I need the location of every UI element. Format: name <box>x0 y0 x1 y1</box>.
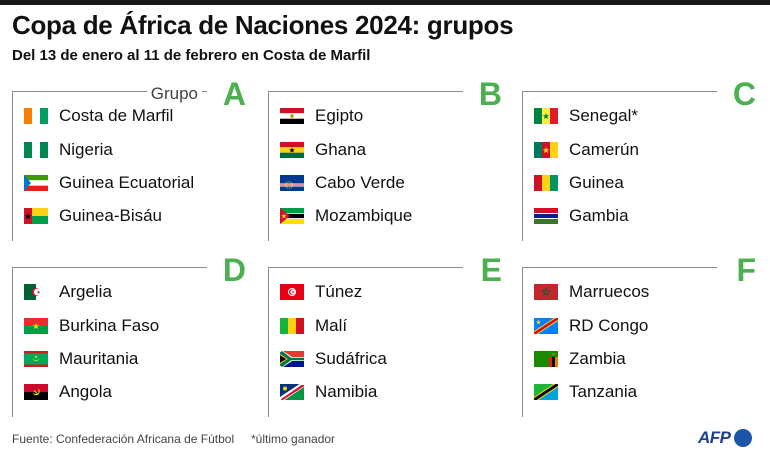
team-row: Zambia <box>534 347 626 371</box>
team-name: Egipto <box>315 106 364 125</box>
team-name: Angola <box>59 382 112 401</box>
team-name: Senegal* <box>569 106 639 125</box>
afp-logo: AFP <box>698 428 752 448</box>
cameroon-flag <box>534 142 558 158</box>
algeria-flag <box>24 284 48 300</box>
team-row: Gambia <box>534 204 629 228</box>
cape-verde-flag <box>280 175 304 191</box>
page-title: Copa de África de Naciones 2024: grupos <box>12 10 514 40</box>
team-row: Costa de Marfil <box>24 104 173 128</box>
burkina-faso-flag <box>24 318 48 334</box>
team-name: Guinea <box>569 173 624 192</box>
top-rule <box>0 0 770 5</box>
afp-logo-dot <box>733 429 752 447</box>
team-row: Sudáfrica <box>280 347 387 371</box>
team-name: Cabo Verde <box>315 173 405 192</box>
senegal-flag <box>534 108 558 124</box>
group-letter: A <box>222 76 246 112</box>
team-name: Guinea-Bisáu <box>59 206 163 225</box>
team-name: Malí <box>315 316 348 335</box>
mozambique-flag <box>280 208 304 224</box>
angola-flag <box>24 384 48 400</box>
team-name: RD Congo <box>569 316 649 335</box>
zambia-flag <box>534 351 558 367</box>
group-b: B Egipto Ghana Cabo Verde Mozambique <box>268 76 508 242</box>
nigeria-flag <box>24 142 48 158</box>
team-name: Marruecos <box>569 282 650 301</box>
equatorial-guinea-flag <box>24 175 48 191</box>
tunisia-flag <box>280 284 304 300</box>
mali-flag <box>280 318 304 334</box>
namibia-flag <box>280 384 304 400</box>
egypt-flag <box>280 108 304 124</box>
dr-congo-flag <box>534 318 558 334</box>
team-row: Malí <box>280 314 347 338</box>
group-letter: B <box>478 76 502 112</box>
team-row: Túnez <box>280 280 362 304</box>
team-name: Gambia <box>569 206 629 225</box>
ivory-coast-flag <box>24 108 48 124</box>
team-row: Ghana <box>280 138 366 162</box>
team-name: Camerún <box>569 140 639 159</box>
team-row: Mozambique <box>280 204 412 228</box>
team-name: Guinea Ecuatorial <box>59 173 195 192</box>
team-name: Sudáfrica <box>315 349 387 368</box>
team-row: Argelia <box>24 280 112 304</box>
guinea-flag <box>534 175 558 191</box>
mauritania-flag <box>24 351 48 367</box>
team-row: Guinea Ecuatorial <box>24 171 194 195</box>
team-name: Mauritania <box>59 349 139 368</box>
guinea-bissau-flag <box>24 208 48 224</box>
morocco-flag <box>534 284 558 300</box>
group-e: E Túnez Malí Sudáfrica Namibia <box>268 252 508 418</box>
gambia-flag <box>534 208 558 224</box>
group-letter: F <box>736 252 756 288</box>
team-name: Burkina Faso <box>59 316 160 335</box>
team-name: Mozambique <box>315 206 413 225</box>
south-africa-flag <box>280 351 304 367</box>
team-name: Ghana <box>315 140 367 159</box>
group-letter: D <box>222 252 246 288</box>
team-name: Namibia <box>315 382 378 401</box>
afp-logo-text: AFP <box>698 428 731 447</box>
team-name: Tanzania <box>569 382 638 401</box>
team-row: Namibia <box>280 380 377 404</box>
group-d: D Argelia Burkina Faso Mauritania Angola <box>12 252 252 418</box>
team-row: Guinea <box>534 171 624 195</box>
team-row: Angola <box>24 380 112 404</box>
winner-footnote: *último ganador <box>251 432 336 446</box>
team-row: Egipto <box>280 104 363 128</box>
group-letter: C <box>732 76 756 112</box>
page-subtitle: Del 13 de enero al 11 de febrero en Cost… <box>12 47 371 64</box>
team-row: Guinea-Bisáu <box>24 204 162 228</box>
team-row: Nigeria <box>24 138 113 162</box>
team-row: RD Congo <box>534 314 648 338</box>
team-row: Cabo Verde <box>280 171 405 195</box>
team-row: Mauritania <box>24 347 138 371</box>
ghana-flag <box>280 142 304 158</box>
team-row: Senegal* <box>534 104 638 128</box>
source-note: Fuente: Confederación Africana de Fútbol <box>12 432 235 446</box>
team-name: Nigeria <box>59 140 113 159</box>
team-name: Túnez <box>315 282 363 301</box>
team-name: Costa de Marfil <box>59 106 174 125</box>
group-letter: E <box>480 252 502 288</box>
team-name: Argelia <box>59 282 112 301</box>
team-row: Tanzania <box>534 380 637 404</box>
group-c: C Senegal* Camerún Guinea Gambia <box>522 76 762 242</box>
team-row: Marruecos <box>534 280 649 304</box>
team-row: Camerún <box>534 138 639 162</box>
group-f: F Marruecos RD Congo Zambia Tanzania <box>522 252 762 418</box>
team-name: Zambia <box>569 349 626 368</box>
tanzania-flag <box>534 384 558 400</box>
group-label: Grupo <box>146 84 202 104</box>
group-a: Grupo A Costa de Marfil Nigeria Guinea E… <box>12 76 252 242</box>
team-row: Burkina Faso <box>24 314 159 338</box>
